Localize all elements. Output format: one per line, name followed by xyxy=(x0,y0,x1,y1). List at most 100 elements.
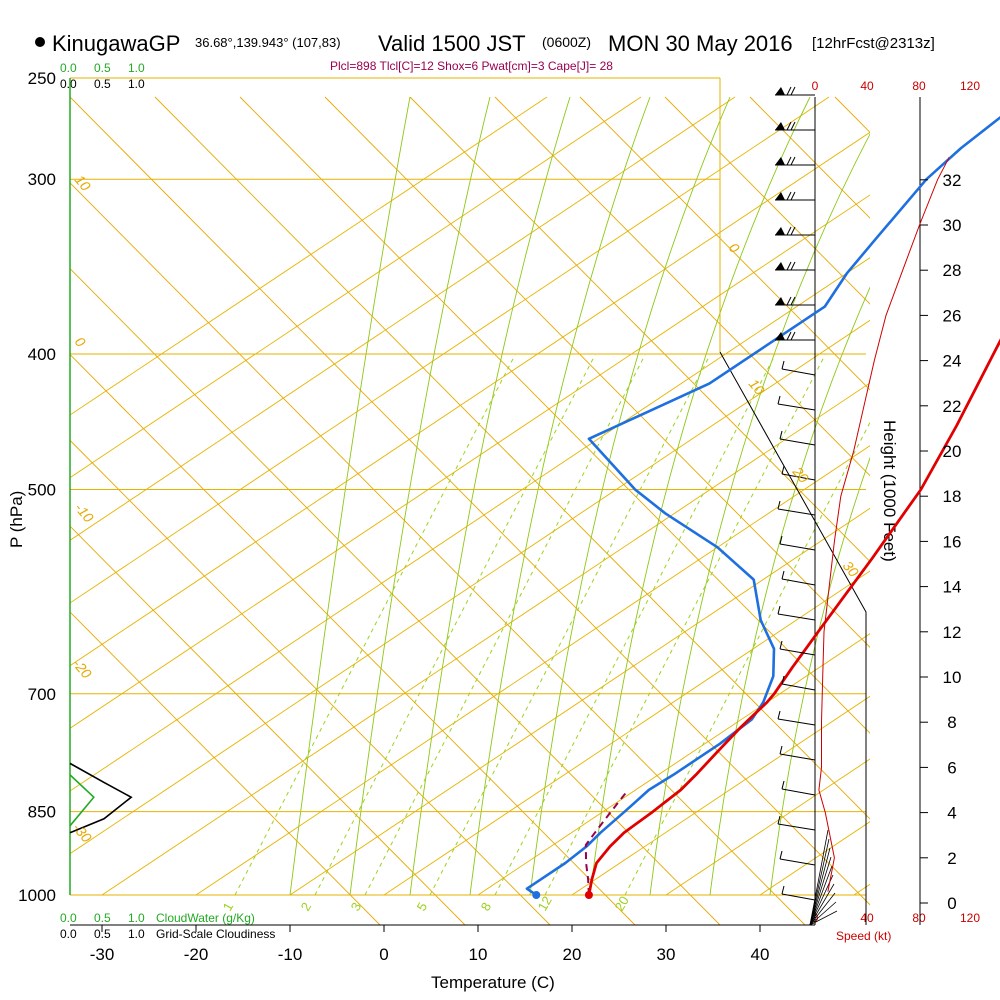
wind-barb-feather xyxy=(790,261,796,271)
dry-adiabat-line xyxy=(494,96,870,477)
wind-barb-staff xyxy=(779,753,816,761)
wind-barb-feather xyxy=(786,121,792,131)
wind-barb-feather xyxy=(781,360,785,370)
pressure-tick-label: 500 xyxy=(28,480,56,499)
cloudiness-profile xyxy=(69,762,133,834)
wind-barb-staff xyxy=(777,403,816,411)
wind-barb-staff xyxy=(777,508,816,516)
isotherm-line xyxy=(70,96,642,479)
wind-barb xyxy=(777,395,816,411)
wind-barb-staff xyxy=(781,788,816,796)
wind-barb xyxy=(779,430,816,446)
isotherm-line xyxy=(70,131,870,667)
mixing-ratio-label: 2 xyxy=(298,900,315,914)
isotherm-line xyxy=(195,445,870,896)
wind-barb-feather xyxy=(779,745,783,755)
dry-adiabat-line xyxy=(70,353,636,925)
wind-barb-flag xyxy=(775,262,785,270)
wind-barb-staff xyxy=(779,648,816,656)
wind-barb xyxy=(781,780,816,796)
isotherm-line xyxy=(70,257,870,792)
wind-barb xyxy=(781,360,816,376)
wind-barb-feather xyxy=(779,535,783,545)
wind-barb-feather xyxy=(790,121,796,131)
wind-barb-feather xyxy=(786,191,792,201)
x-tick-label: 10 xyxy=(469,945,488,964)
x-tick-label: 20 xyxy=(563,945,582,964)
dry-adiabat-line xyxy=(409,96,870,563)
wind-barb xyxy=(777,500,816,516)
plot-frame xyxy=(69,78,921,926)
wind-barb-feather xyxy=(779,640,783,650)
x-tick-label: -30 xyxy=(90,945,115,964)
dry-adiabat-line xyxy=(70,268,721,925)
wind-barb-feather xyxy=(790,86,796,96)
wind-barb-feather xyxy=(777,395,781,405)
wind-barb xyxy=(775,191,815,201)
wind-barb-feather xyxy=(781,465,785,475)
isotherm-line xyxy=(383,570,870,896)
isotherm-line xyxy=(101,382,870,896)
wind-barb-staff xyxy=(777,613,816,621)
station-name: KinugawaGP xyxy=(52,31,180,56)
valid-time: Valid 1500 JST xyxy=(378,31,526,56)
height-tick-label: 24 xyxy=(943,352,962,371)
wind-barb-staff xyxy=(779,543,816,551)
wind-barb-feather xyxy=(777,710,781,720)
station-dot-icon xyxy=(35,37,45,47)
isotherm-line xyxy=(571,695,870,896)
wind-barb xyxy=(779,850,816,866)
cloud-bottom-green-2: 1.0 xyxy=(128,911,145,925)
mixing-ratio-label: 12 xyxy=(535,893,555,913)
cloud-bottom-green-1: 0.5 xyxy=(94,911,111,925)
wind-barb-staff xyxy=(809,829,829,926)
y-axis-label: P (hPa) xyxy=(7,491,26,548)
height-tick-label: 2 xyxy=(947,849,956,868)
wind-barb-staff xyxy=(809,847,831,926)
wind-barb-feather xyxy=(790,156,796,166)
height-tick-label: 22 xyxy=(943,397,962,416)
moist-adiabat-line xyxy=(709,286,870,896)
mixing-ratio-line xyxy=(624,421,870,896)
wind-barb-feather xyxy=(790,191,796,201)
height-tick-label: 16 xyxy=(943,532,962,551)
wind-barb-feather xyxy=(777,500,781,510)
wind-speed-profile xyxy=(818,156,950,892)
valid-date: MON 30 May 2016 xyxy=(608,31,793,56)
sounding-indices: Plcl=898 Tlcl[C]=12 Shox=6 Pwat[cm]=3 Ca… xyxy=(330,59,613,73)
wind-barb-feather xyxy=(777,815,781,825)
mixing-ratio-line xyxy=(494,354,776,896)
wind-barb-feather xyxy=(777,605,781,615)
wind-barb-feather xyxy=(786,226,792,236)
background-lines xyxy=(70,96,870,925)
wind-barb xyxy=(775,121,815,131)
wind-barb-feather xyxy=(786,261,792,271)
moist-adiabat-line xyxy=(349,96,491,896)
cloud-scale-bottom: 0.0 0.5 1.0 CloudWater (g/Kg) 0.0 0.5 1.… xyxy=(60,911,275,941)
wind-barb xyxy=(775,296,815,306)
height-tick-label: 8 xyxy=(947,713,956,732)
mixing-ratio-line xyxy=(234,354,516,896)
cloud-scale-top: 0.0 0.5 1.0 0.0 0.5 1.0 xyxy=(60,61,145,91)
axis-ticks: -30 -20 -10 0 10 20 30 402503004005007008501000… xyxy=(18,69,961,964)
dry-adiabat-line xyxy=(70,611,381,925)
wind-barb-feather xyxy=(790,331,796,341)
isotherm-line xyxy=(759,821,870,896)
wind-barb-feather xyxy=(781,570,785,580)
cloud-top-black-0: 0.0 xyxy=(60,77,77,91)
dry-adiabat-line xyxy=(324,96,870,648)
x-tick-label: 0 xyxy=(379,945,388,964)
wind-barb-flag xyxy=(775,227,785,235)
isotherm-line xyxy=(70,96,548,416)
wind-barb-staff xyxy=(809,856,832,926)
wind-barb xyxy=(781,885,816,901)
dry-adiabat-line xyxy=(239,96,870,734)
cloud-water-profile xyxy=(69,774,95,827)
wind-barb-staff xyxy=(809,883,835,926)
cloud-top-green-1: 0.5 xyxy=(94,61,111,75)
cloud-top-green-2: 1.0 xyxy=(128,61,145,75)
wind-barb-flag xyxy=(775,157,785,165)
wind-barb xyxy=(777,815,816,831)
speed-bottom-2: 80 xyxy=(912,911,926,925)
wind-barb xyxy=(777,605,816,621)
